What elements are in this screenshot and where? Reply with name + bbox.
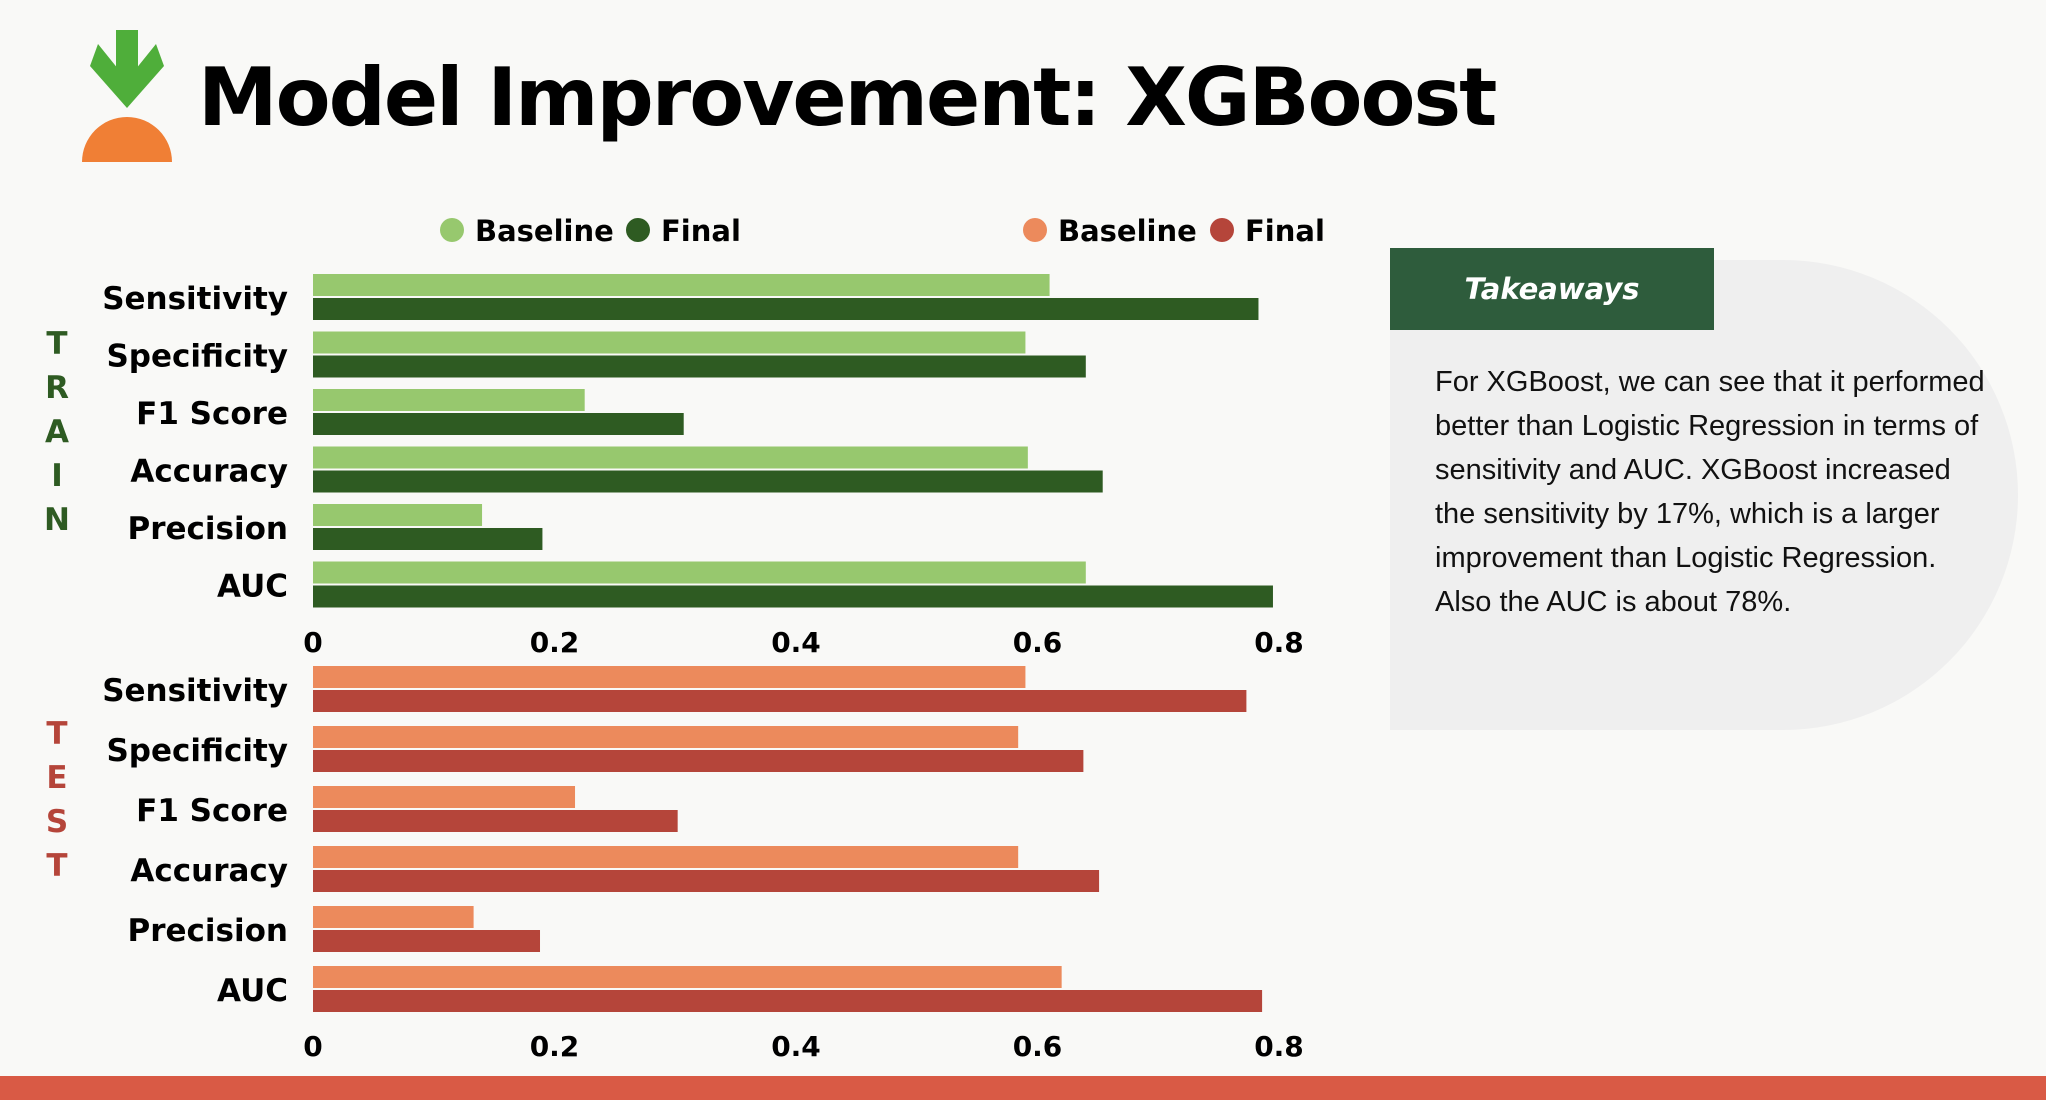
- x-tick-label: 0.6: [1013, 1030, 1063, 1063]
- bar: [313, 870, 1100, 892]
- category-label: Accuracy: [130, 853, 288, 889]
- bar: [313, 528, 543, 550]
- category-label: Sensitivity: [102, 673, 288, 709]
- category-label: F1 Score: [136, 793, 288, 829]
- x-tick-label: 0: [303, 626, 322, 659]
- bar: [313, 966, 1062, 988]
- legend-label: Final: [661, 214, 741, 248]
- bar: [313, 470, 1103, 493]
- side-label-letter: T: [46, 716, 67, 752]
- takeaways-text: For XGBoost, we can see that it performe…: [1435, 366, 1985, 618]
- x-tick-label: 0.6: [1013, 626, 1063, 659]
- bar: [313, 355, 1086, 378]
- side-label-letter: E: [46, 760, 67, 796]
- bar: [313, 274, 1050, 296]
- bar: [313, 786, 576, 808]
- side-label-letter: I: [51, 458, 63, 494]
- bar: [313, 298, 1259, 320]
- category-label: AUC: [217, 973, 288, 1009]
- test-chart: Sensitivity Specificity F1 Score Accuracy Pr…: [46, 214, 1325, 1063]
- x-tick-label: 0.4: [771, 1030, 821, 1063]
- category-label: Specificity: [106, 339, 288, 375]
- category-label: Accuracy: [130, 454, 288, 490]
- bar: [313, 446, 1028, 469]
- x-tick-label: 0.4: [771, 626, 821, 659]
- bar: [313, 389, 585, 411]
- x-tick-label: 0.8: [1254, 626, 1304, 659]
- bar: [313, 930, 541, 952]
- train-chart: Sensitivity Specificity F1 Score Accuracy Pr…: [44, 214, 1304, 659]
- bar: [313, 331, 1026, 354]
- bar: [313, 561, 1086, 584]
- legend-label: Baseline: [1058, 214, 1197, 248]
- legend-label: Final: [1245, 214, 1325, 248]
- legend-marker: [440, 218, 464, 242]
- legend-marker: [1023, 218, 1047, 242]
- side-label-letter: N: [44, 502, 70, 538]
- takeaways-tab: Takeaways: [1390, 248, 1714, 330]
- bar: [313, 504, 483, 526]
- side-label-letter: A: [45, 414, 69, 450]
- bar: [313, 726, 1019, 748]
- bar: [313, 846, 1019, 868]
- x-tick-label: 0.8: [1254, 1030, 1304, 1063]
- category-label: AUC: [217, 569, 288, 605]
- category-label: Sensitivity: [102, 281, 288, 317]
- category-label: Precision: [128, 511, 288, 547]
- legend-label: Baseline: [475, 214, 614, 248]
- bar: [313, 750, 1084, 772]
- side-label-letter: T: [46, 326, 67, 362]
- bar: [313, 810, 678, 832]
- bar: [313, 990, 1263, 1012]
- bar: [313, 690, 1247, 712]
- bar: [313, 413, 684, 435]
- takeaways-panel: [1390, 260, 2018, 730]
- bar: [313, 585, 1273, 608]
- x-tick-label: 0.2: [530, 626, 580, 659]
- legend-marker: [1210, 218, 1234, 242]
- x-tick-label: 0.2: [530, 1030, 580, 1063]
- bottom-accent-bar: [0, 1076, 2046, 1100]
- legend-marker: [626, 218, 650, 242]
- carrot-logo-icon: [82, 30, 172, 162]
- side-label-letter: T: [46, 848, 67, 884]
- side-label-letter: R: [45, 370, 69, 406]
- page-title: Model Improvement: XGBoost: [198, 51, 1497, 144]
- bar: [313, 666, 1026, 688]
- category-label: Precision: [128, 913, 288, 949]
- side-label-letter: S: [46, 804, 68, 840]
- bar-charts: Sensitivity Specificity F1 Score Accuracy Pr…: [44, 214, 1325, 1063]
- category-label: F1 Score: [136, 396, 288, 432]
- x-tick-label: 0: [303, 1030, 322, 1063]
- category-label: Specificity: [106, 733, 288, 769]
- bar: [313, 906, 474, 928]
